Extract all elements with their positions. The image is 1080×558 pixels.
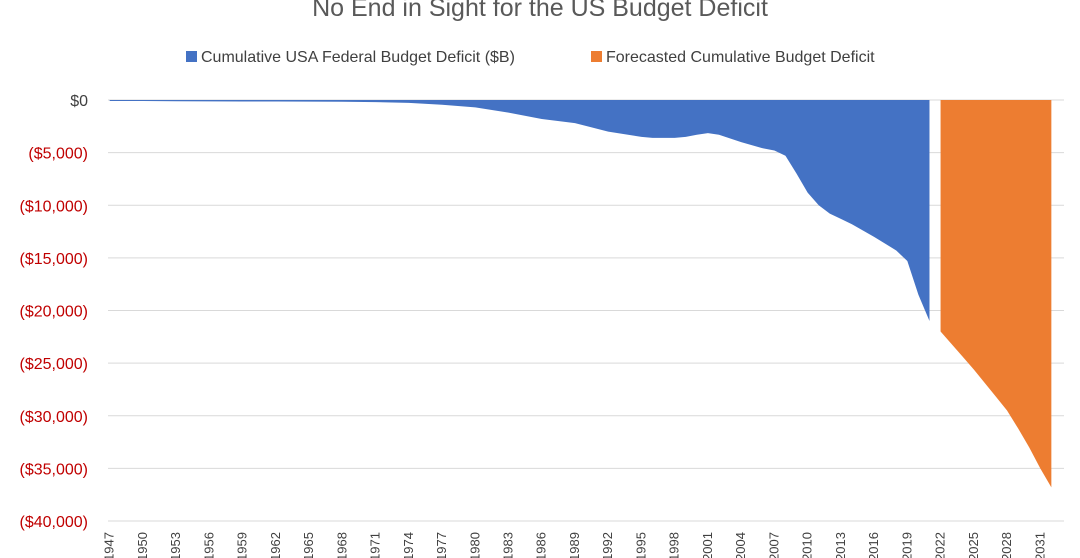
legend-label-forecast: Forecasted Cumulative Budget Deficit [606, 49, 875, 66]
x-tick-label: 1977 [434, 532, 449, 558]
y-tick-label: ($20,000) [20, 304, 89, 321]
legend-item-forecast: Forecasted Cumulative Budget Deficit [591, 49, 875, 66]
x-tick-label: 1986 [534, 532, 549, 558]
x-tick-label: 2001 [700, 532, 715, 558]
y-tick-label: ($5,000) [28, 146, 88, 163]
chart-title: No End in Sight for the US Budget Defici… [312, 0, 768, 22]
x-tick-label: 1950 [135, 532, 150, 558]
x-tick-label: 1998 [667, 532, 682, 558]
x-tick-label: 2016 [866, 532, 881, 558]
x-tick-label: 2028 [999, 532, 1014, 558]
x-tick-label: 2013 [833, 532, 848, 558]
legend-swatch-forecast [591, 51, 602, 62]
x-tick-label: 1995 [633, 532, 648, 558]
x-tick-label: 1992 [600, 532, 615, 558]
y-tick-label: ($15,000) [20, 251, 89, 268]
x-tick-label: 2031 [1032, 532, 1047, 558]
x-tick-label: 1983 [500, 532, 515, 558]
x-tick-label: 2007 [766, 532, 781, 558]
series-area-forecast [940, 100, 1052, 488]
x-tick-label: 1971 [368, 532, 383, 558]
y-axis-labels: $0 ($5,000) ($10,000) ($15,000) ($20,000) ($2… [20, 93, 89, 531]
x-tick-label: 2004 [733, 532, 748, 558]
legend-item-actual: Cumulative USA Federal Budget Deficit ($… [186, 49, 515, 66]
x-tick-label: 1947 [102, 532, 117, 558]
gridlines [108, 99, 1064, 522]
x-tick-label: 1980 [467, 532, 482, 558]
y-tick-label: ($25,000) [20, 356, 89, 373]
series-area-actual [109, 100, 930, 322]
x-tick-label: 2025 [966, 532, 981, 558]
x-tick-label: 1953 [168, 532, 183, 558]
y-tick-label: ($10,000) [20, 198, 89, 215]
y-tick-label: ($30,000) [20, 409, 89, 426]
y-tick-label: ($35,000) [20, 461, 89, 478]
y-tick-label: ($40,000) [20, 514, 89, 531]
legend: Cumulative USA Federal Budget Deficit ($… [186, 49, 875, 66]
x-tick-label: 1962 [268, 532, 283, 558]
legend-swatch-actual [186, 51, 197, 62]
y-tick-label: $0 [70, 93, 88, 110]
x-tick-label: 1959 [235, 532, 250, 558]
x-tick-label: 2019 [899, 532, 914, 558]
x-tick-label: 1968 [334, 532, 349, 558]
x-axis-labels: 1947 1950 1953 1956 1959 1962 1965 1968 1971 1974… [102, 532, 1048, 558]
x-tick-label: 1965 [301, 532, 316, 558]
x-tick-label: 2010 [800, 532, 815, 558]
x-tick-label: 1974 [401, 532, 416, 558]
x-tick-label: 1989 [567, 532, 582, 558]
x-tick-label: 2022 [933, 532, 948, 558]
plot-areas [109, 100, 1052, 488]
x-tick-label: 1956 [201, 532, 216, 558]
legend-label-actual: Cumulative USA Federal Budget Deficit ($… [201, 49, 515, 66]
